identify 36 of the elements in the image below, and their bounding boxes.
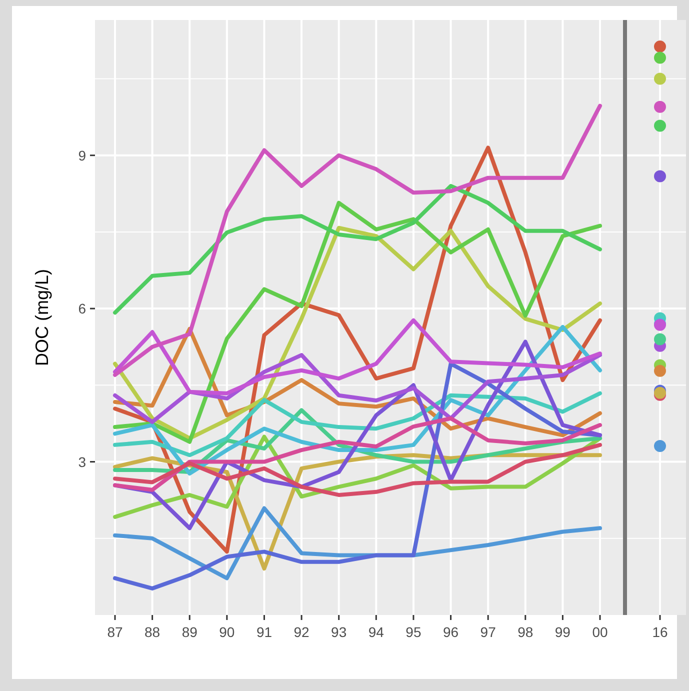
y-axis-title: DOC (mg/L): [32, 268, 52, 366]
y-tick-label: 9: [78, 147, 86, 164]
line-series: [113, 442, 602, 497]
line-series: [113, 184, 602, 315]
x-tick-label: 91: [256, 624, 272, 640]
x-tick-label: 92: [294, 624, 310, 640]
x-tick-label: 98: [518, 624, 534, 640]
line-series: [113, 318, 602, 396]
point: [654, 72, 666, 85]
point: [654, 40, 666, 53]
x-tick-label: 90: [219, 624, 235, 640]
line-series: [113, 391, 602, 458]
x-tick-label: 93: [331, 624, 347, 640]
point: [654, 333, 666, 346]
line-series: [113, 362, 602, 590]
point: [654, 364, 666, 377]
x-tick-label: 87: [107, 624, 123, 640]
line-series: [113, 353, 602, 424]
line-series: [113, 416, 602, 492]
point: [654, 100, 666, 113]
y-tick-label: 6: [78, 300, 86, 317]
x-tick-label: 99: [554, 624, 571, 640]
x-tick-label: 95: [406, 624, 422, 640]
x-tick-label: 00: [592, 624, 608, 640]
point: [654, 170, 666, 182]
point: [654, 52, 666, 64]
x-tick-label: 94: [368, 624, 384, 640]
point: [654, 120, 666, 132]
line-series: [113, 104, 602, 377]
y-tick-label: 3: [78, 454, 86, 470]
x-tick-label: 89: [182, 624, 198, 640]
point: [654, 440, 666, 452]
x-tick-label: 16: [652, 624, 668, 640]
x-tick-label: 96: [442, 624, 459, 640]
x-tick-label: 88: [144, 624, 160, 640]
x-tick-label: 97: [480, 624, 496, 640]
